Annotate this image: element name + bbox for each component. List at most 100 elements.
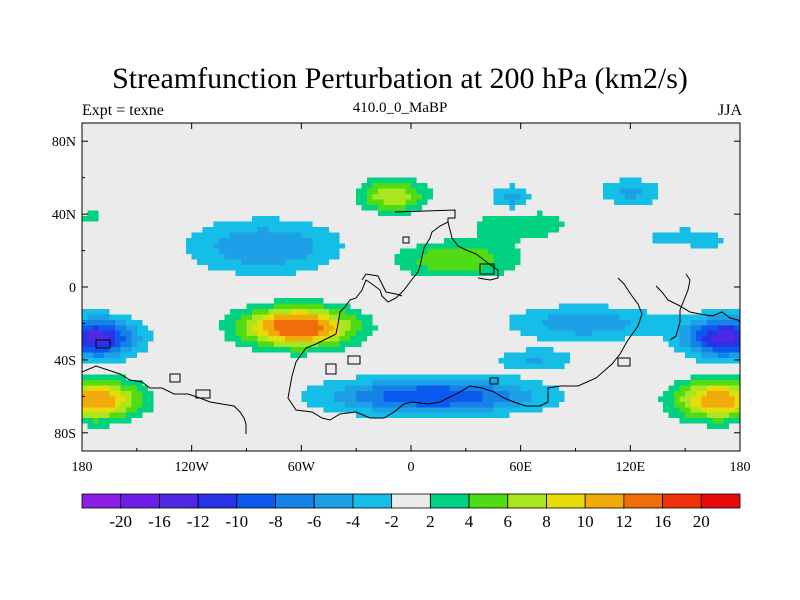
- field-cell: [279, 314, 286, 321]
- field-cell: [142, 210, 149, 217]
- field-cell: [147, 139, 154, 146]
- field-cell: [471, 133, 478, 140]
- field-cell: [328, 161, 335, 168]
- field-cell: [92, 319, 100, 326]
- field-cell: [602, 254, 609, 261]
- field-cell: [685, 133, 692, 140]
- field-cell: [394, 341, 401, 348]
- field-cell: [372, 123, 379, 130]
- field-cell: [668, 270, 675, 277]
- field-cell: [230, 276, 237, 283]
- field-cell: [158, 265, 165, 272]
- field-cell: [158, 133, 165, 140]
- field-cell: [153, 161, 160, 168]
- field-cell: [230, 325, 237, 332]
- field-cell: [696, 155, 703, 162]
- field-cell: [197, 199, 204, 206]
- field-cell: [120, 319, 127, 326]
- field-cell: [312, 194, 319, 201]
- field-cell: [389, 172, 396, 179]
- field-cell: [356, 161, 363, 168]
- field-cell: [262, 199, 270, 206]
- field-cell: [619, 183, 626, 190]
- field-cell: [208, 144, 215, 151]
- field-cell: [400, 347, 407, 354]
- field-cell: [345, 150, 352, 157]
- field-cell: [273, 144, 280, 151]
- field-cell: [114, 133, 121, 140]
- field-cell: [389, 276, 396, 283]
- field-cell: [548, 128, 555, 135]
- field-cell: [608, 248, 615, 255]
- field-cell: [186, 281, 193, 288]
- field-cell: [624, 194, 631, 201]
- field-cell: [82, 297, 89, 304]
- field-cell: [515, 292, 522, 299]
- field-cell: [262, 336, 270, 343]
- field-cell: [339, 123, 346, 130]
- field-cell: [734, 166, 740, 173]
- field-cell: [224, 254, 231, 261]
- field-cell: [114, 166, 121, 173]
- field-cell: [191, 188, 198, 195]
- field-cell: [685, 270, 692, 277]
- field-cell: [602, 287, 609, 294]
- field-cell: [542, 188, 549, 195]
- field-cell: [493, 188, 500, 195]
- field-cell: [586, 183, 593, 190]
- field-cell: [679, 308, 686, 315]
- field-cell: [246, 183, 253, 190]
- field-cell: [378, 303, 385, 310]
- field-cell: [641, 325, 648, 332]
- field-cell: [405, 210, 412, 217]
- field-cell: [476, 325, 483, 332]
- field-cell: [624, 139, 631, 146]
- field-cell: [284, 150, 291, 157]
- field-cell: [103, 133, 111, 140]
- field-cell: [411, 123, 418, 130]
- field-cell: [591, 292, 599, 299]
- field-cell: [482, 172, 489, 179]
- field-cell: [515, 205, 522, 212]
- field-cell: [136, 226, 143, 233]
- field-cell: [268, 297, 275, 304]
- field-cell: [290, 292, 297, 299]
- field-cell: [663, 314, 670, 321]
- field-cell: [87, 150, 94, 157]
- field-cell: [147, 259, 154, 266]
- field-cell: [301, 276, 308, 283]
- field-cell: [356, 139, 363, 146]
- field-cell: [635, 144, 642, 151]
- field-cell: [712, 325, 719, 332]
- field-cell: [411, 270, 418, 277]
- field-cell: [465, 270, 472, 277]
- field-cell: [652, 270, 659, 277]
- field-cell: [295, 276, 302, 283]
- field-cell: [87, 161, 94, 168]
- field-cell: [624, 215, 631, 222]
- field-cell: [476, 155, 483, 162]
- field-cell: [257, 254, 264, 261]
- field-cell: [493, 297, 500, 304]
- field-cell: [591, 177, 599, 184]
- field-cell: [109, 155, 116, 162]
- field-cell: [548, 330, 555, 337]
- field-cell: [87, 254, 94, 261]
- field-cell: [323, 281, 330, 288]
- field-cell: [690, 144, 697, 151]
- field-cell: [142, 276, 149, 283]
- field-cell: [98, 183, 105, 190]
- field-cell: [520, 319, 527, 326]
- field-cell: [367, 265, 374, 272]
- field-cell: [652, 254, 659, 261]
- field-cell: [712, 194, 719, 201]
- field-cell: [175, 292, 182, 299]
- field-cell: [421, 166, 429, 173]
- field-cell: [641, 336, 648, 343]
- field-cell: [668, 199, 675, 206]
- field-cell: [416, 210, 423, 217]
- field-cell: [580, 205, 588, 212]
- field-cell: [613, 199, 620, 206]
- field-cell: [443, 330, 450, 337]
- field-cell: [114, 172, 121, 179]
